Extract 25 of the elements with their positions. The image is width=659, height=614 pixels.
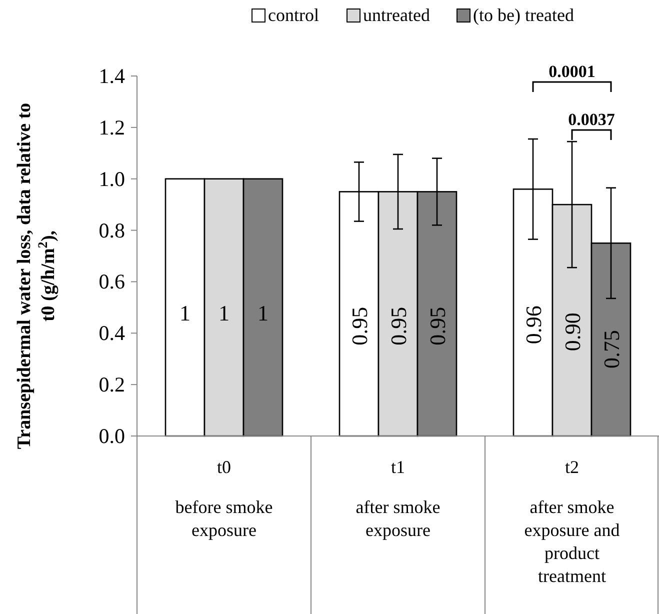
x-tick-label: t2 after smoke exposure and product treatment [524,457,620,586]
data-label: 1 [258,300,268,326]
annotation: 0.0001 [548,62,596,81]
data-label: 1 [218,300,230,326]
data-label: 0.95 [386,306,411,346]
data-label: 0.96 [521,306,546,344]
y-tick-label: 1.4 [98,64,126,88]
y-tick-label: 1.2 [98,115,125,140]
y-tick-label: 1.0 [98,166,125,191]
y-tick-label: 0.4 [98,321,126,346]
legend-label: untreated [363,5,430,25]
x-tick-label: t0 before smoke exposure [175,457,273,540]
legend-label: (to be) treated [473,5,574,25]
y-tick-label: 0.6 [98,270,125,294]
data-label: 0.90 [560,312,585,352]
y-tick-label: 0.2 [98,372,125,397]
x-tick-label: t1 after smoke exposure [356,457,440,540]
data-label: 1 [180,300,190,326]
legend-label: control [268,5,319,25]
data-label: 0.75 [599,330,624,368]
data-label: 0.95 [425,306,450,346]
y-tick-label: 0.0 [98,424,125,448]
y-tick-label: 0.8 [98,218,125,242]
data-label: 0.95 [347,306,372,346]
annotation: 0.0037 [568,110,616,129]
